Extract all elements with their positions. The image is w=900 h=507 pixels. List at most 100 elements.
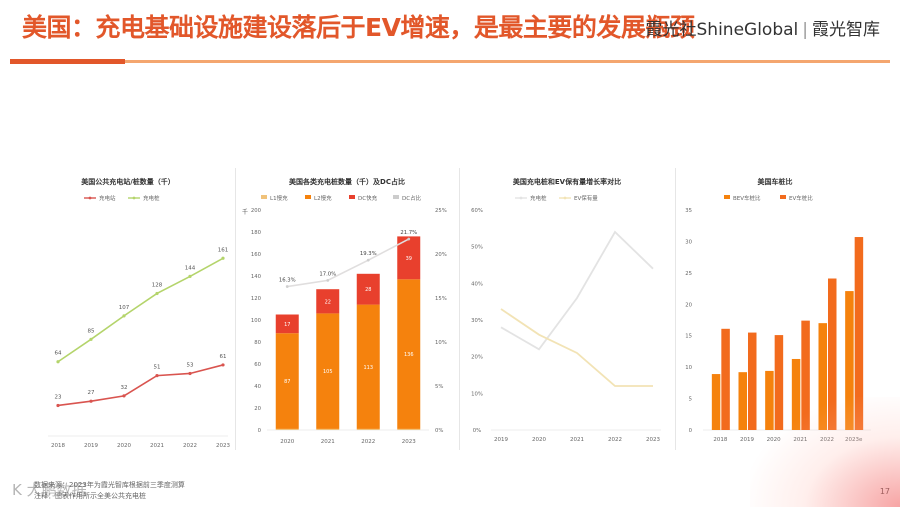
legend-item-label: EV保有量 xyxy=(574,194,598,202)
y-tick-label: 60 xyxy=(254,362,261,368)
data-point xyxy=(122,314,126,318)
data-point xyxy=(56,403,60,408)
bar xyxy=(738,372,747,430)
bar-value-label: 136 xyxy=(404,352,414,358)
legend-item-label: L2慢充 xyxy=(314,194,332,202)
legend-item-label: EV车桩比 xyxy=(789,194,813,202)
title-underline-accent xyxy=(10,59,125,64)
dc-share-point xyxy=(285,285,289,288)
data-label: 51 xyxy=(154,365,161,371)
chart-title: 美国车桩比 xyxy=(758,177,793,186)
legend-item-label: 充电桩 xyxy=(530,194,547,202)
dc-share-point xyxy=(366,258,370,262)
y2-tick-label: 10% xyxy=(435,340,447,346)
legend-item-swatch xyxy=(780,195,786,199)
x-tick-label: 2022 xyxy=(183,443,197,449)
dc-share-point xyxy=(407,237,411,241)
y-tick-label: 5 xyxy=(689,397,692,403)
y2-tick-label: 15% xyxy=(435,296,447,302)
y2-tick-label: 20% xyxy=(435,252,447,258)
legend-item-swatch xyxy=(724,195,730,199)
x-tick-label: 2023 xyxy=(402,439,416,445)
title-underline xyxy=(10,60,890,63)
x-tick-label: 2022 xyxy=(361,439,375,445)
dc-share-label: 16.3% xyxy=(279,278,296,284)
bar-segment xyxy=(356,428,380,430)
footnote-note: 注释：图表作用所示全美公共充电桩 xyxy=(34,492,146,500)
data-label: 61 xyxy=(220,354,227,360)
bar-segment xyxy=(356,273,380,305)
legend-item-swatch xyxy=(349,195,355,199)
chart-panel-growth: 美国充电桩和EV保有量增长率对比 充电桩 EV保有量 0% 10% 20% 30% 40% 50… xyxy=(461,168,673,450)
y-tick-label: 35 xyxy=(685,208,692,214)
data-point xyxy=(56,360,60,364)
x-tick-label: 2020 xyxy=(532,437,546,443)
chart-vehicle-pile-ratio: 美国车桩比BEV车桩比EV车桩比051015202530352018201920… xyxy=(685,177,871,443)
y-tick-label: 200 xyxy=(251,208,262,214)
bar-value-label: 87 xyxy=(284,379,290,385)
y-tick-label: 180 xyxy=(251,230,262,236)
bar xyxy=(801,320,810,430)
brand-name: 霞光社ShineGlobal xyxy=(645,20,799,40)
charts-area: 美国公共充电站/桩数量（千） 充电站 充电桩 2018 2019 2020 2021 2022… xyxy=(28,168,872,450)
bar-segment xyxy=(275,428,299,430)
legend-item-marker xyxy=(563,196,567,200)
x-tick-label: 2023 xyxy=(216,443,230,449)
watermark: K 大鹏数据 xyxy=(12,481,87,499)
bar-value-label: 113 xyxy=(363,365,373,371)
data-label: 53 xyxy=(187,362,194,368)
x-tick-label: 2019 xyxy=(494,437,508,443)
dc-share-line xyxy=(287,238,410,288)
bar-value-label: 105 xyxy=(323,369,333,375)
chart-title: 美国各类充电桩数量（千）及DC占比 xyxy=(289,177,405,186)
bar xyxy=(774,335,784,430)
data-point xyxy=(221,256,225,260)
data-point xyxy=(155,291,159,296)
chart-title: 美国充电桩和EV保有量增长率对比 xyxy=(513,177,621,186)
legend-item-swatch xyxy=(261,195,267,199)
bar-value-label: 28 xyxy=(365,287,371,293)
data-point xyxy=(122,394,126,398)
legend-item-label: DC快充 xyxy=(358,194,378,202)
bar-segment xyxy=(316,428,340,430)
x-tick-label: 2020 xyxy=(280,439,294,445)
y-tick-label: 10% xyxy=(471,391,483,397)
data-label: 85 xyxy=(88,328,95,334)
x-tick-label: 2018 xyxy=(713,437,727,443)
panel-divider xyxy=(675,168,676,450)
bar xyxy=(711,374,721,430)
y-tick-label: 140 xyxy=(251,274,262,280)
data-label: 144 xyxy=(185,265,196,271)
y-tick-label: 20 xyxy=(685,302,692,308)
y-unit-label: 千 xyxy=(242,208,248,216)
chart-stations-piles: 美国公共充电站/桩数量（千） 充电站 充电桩 2018 2019 2020 2021 2022… xyxy=(48,177,230,449)
y-tick-label: 0 xyxy=(258,428,262,434)
bar-segment xyxy=(316,313,340,429)
corner-decoration xyxy=(750,397,900,507)
y-tick-label: 20% xyxy=(471,355,483,361)
bar xyxy=(854,237,864,430)
y2-tick-label: 25% xyxy=(435,208,447,214)
bar-segment xyxy=(316,289,340,314)
series-line xyxy=(500,308,653,387)
dc-share-label: 19.3% xyxy=(360,251,377,257)
data-label: 107 xyxy=(119,305,130,311)
slide-title: 美国：充电基础设施建设落后于EV增速，是最主要的发展瓶颈 xyxy=(22,13,695,42)
bar-value-label: 39 xyxy=(406,256,412,262)
y-tick-label: 20 xyxy=(254,406,261,412)
bar-segment xyxy=(275,314,299,334)
x-tick-label: 2019 xyxy=(740,437,754,443)
y-tick-label: 80 xyxy=(254,340,261,346)
y-tick-label: 120 xyxy=(251,296,262,302)
data-point xyxy=(188,274,192,278)
bar-segment xyxy=(397,428,421,430)
y-tick-label: 15 xyxy=(685,334,692,340)
y-tick-label: 50% xyxy=(471,245,483,251)
data-point xyxy=(89,399,93,403)
data-point xyxy=(155,374,159,378)
bar-segment xyxy=(397,279,421,429)
data-label: 128 xyxy=(152,282,163,288)
x-tick-label: 2022 xyxy=(608,437,622,443)
panel-divider xyxy=(235,168,236,450)
x-tick-label: 2020 xyxy=(117,443,131,449)
